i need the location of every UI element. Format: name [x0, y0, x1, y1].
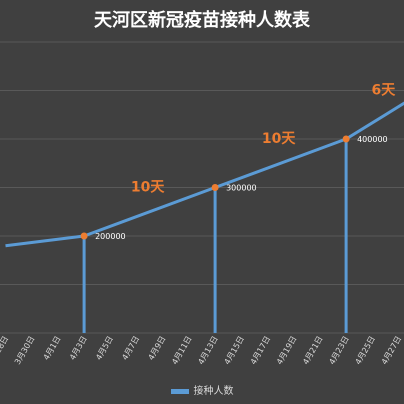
series-line-group: [5, 101, 404, 248]
x-tick-label: 4月13日: [196, 335, 219, 367]
interval-label: 10天: [262, 131, 296, 147]
legend-label: 接种人数: [193, 386, 234, 397]
x-tick-label: 4月5日: [94, 335, 115, 362]
milestone-value-label: 300000: [226, 184, 257, 193]
series-line: [5, 101, 404, 248]
x-tick-label: 3月30日: [13, 335, 36, 367]
interval-label: 10天: [131, 180, 165, 196]
milestone-markers: [80, 135, 350, 240]
milestone-value-label: 400000: [357, 135, 388, 144]
x-tick-label: 4月23日: [327, 335, 350, 367]
x-tick-label: 4月25日: [354, 335, 377, 367]
milestone-value-label: 200000: [95, 232, 126, 241]
milestone-marker: [80, 232, 88, 240]
milestone-marker: [342, 135, 350, 143]
x-tick-label: 4月21日: [301, 335, 324, 367]
x-tick-label: 4月3日: [68, 335, 89, 362]
x-axis-tick-labels: 3月28日 3月30日 4月1日 4月3日 4月5日 4月7日 4月9日 4月11日 4月13日…: [0, 335, 403, 367]
x-tick-label: 4月11日: [170, 335, 193, 367]
x-tick-label: 4月1日: [42, 335, 63, 362]
x-tick-label: 4月19日: [275, 335, 298, 367]
x-tick-label: 4月17日: [249, 335, 272, 367]
milestone-drop-lines: [82, 139, 348, 333]
x-tick-label: 4月7日: [120, 335, 141, 362]
x-tick-label: 3月28日: [0, 335, 10, 367]
chart-title: 天河区新冠疫苗接种人数表: [94, 10, 310, 31]
interval-label: 6天: [372, 83, 397, 99]
x-tick-label: 4月15日: [223, 335, 246, 367]
interval-labels: 10天10天6天4天: [131, 83, 397, 196]
legend-swatch: [170, 388, 189, 394]
milestone-marker: [211, 184, 219, 191]
x-tick-label: 4月9日: [147, 335, 168, 362]
legend: 接种人数: [0, 382, 404, 397]
gridlines: [0, 41, 404, 334]
milestone-value-labels: 200000300000400000500000: [95, 135, 388, 241]
x-tick-label: 4月27日: [380, 335, 403, 367]
